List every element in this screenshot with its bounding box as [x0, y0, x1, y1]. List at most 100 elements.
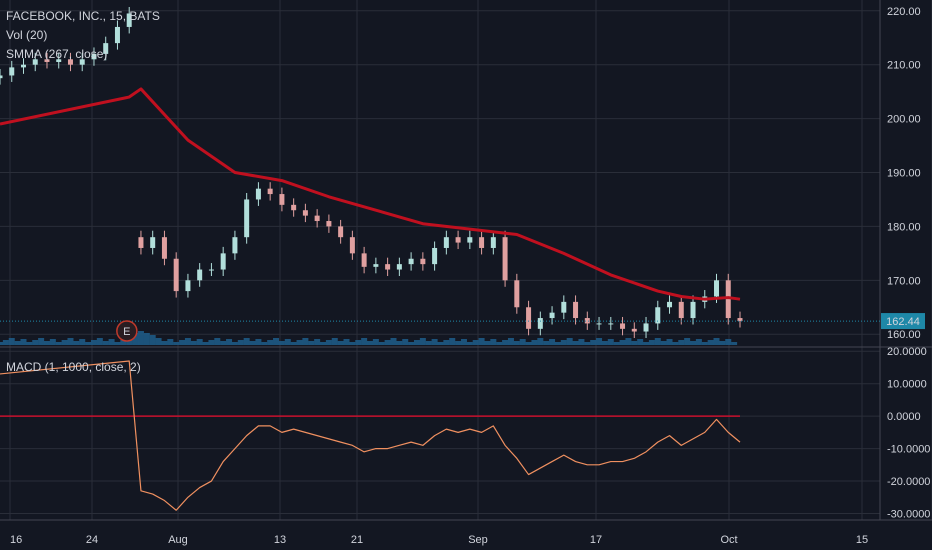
- macd-axis-tick-label: -30.0000: [887, 509, 930, 521]
- candle-body: [584, 318, 590, 324]
- volume-bar: [654, 338, 661, 345]
- volume-bar: [273, 338, 280, 345]
- volume-bar: [167, 339, 174, 345]
- candle-body: [9, 67, 15, 76]
- candle-body: [667, 301, 673, 308]
- price-axis-tick-label: 210.00: [887, 60, 921, 72]
- volume-bar: [120, 340, 127, 345]
- volume-bar: [484, 341, 491, 345]
- candle-body: [208, 269, 214, 271]
- candle-body: [326, 221, 332, 227]
- volume-bar: [631, 341, 638, 345]
- candle-body: [526, 307, 532, 329]
- volume-bar: [261, 342, 268, 345]
- volume-bar: [678, 340, 685, 345]
- volume-bar: [296, 340, 303, 345]
- volume-bar: [613, 342, 620, 345]
- volume-bar: [302, 338, 309, 345]
- time-axis-tick-label: Sep: [468, 534, 488, 546]
- volume-bar: [707, 340, 714, 345]
- volume-bar: [701, 342, 708, 345]
- volume-bar: [290, 342, 297, 345]
- volume-bar: [32, 340, 39, 345]
- volume-bar: [390, 338, 397, 345]
- volume-bar: [173, 342, 180, 345]
- candle-body: [44, 59, 50, 62]
- volume-bar: [537, 338, 544, 345]
- candle-body: [432, 247, 438, 265]
- volume-bar: [519, 339, 526, 345]
- macd-indicator-label: MACD (1, 1000, close, 2): [6, 360, 141, 374]
- volume-bar: [179, 340, 186, 345]
- volume-bar: [190, 341, 197, 345]
- volume-bar: [161, 341, 168, 345]
- volume-bar: [648, 340, 655, 345]
- volume-bar: [590, 340, 597, 345]
- volume-bar: [455, 341, 462, 345]
- volume-bar: [155, 338, 162, 345]
- volume-bar: [713, 338, 720, 345]
- candle-body: [561, 301, 567, 313]
- volume-bar: [531, 340, 538, 345]
- volume-bar: [220, 341, 227, 345]
- volume-bar: [425, 341, 432, 345]
- candle-body: [443, 237, 449, 248]
- candle-body: [420, 258, 426, 265]
- volume-bar: [349, 342, 356, 345]
- volume-bar: [466, 342, 473, 345]
- candle-body: [150, 237, 156, 248]
- candle-body: [302, 210, 308, 216]
- volume-bar: [443, 340, 450, 345]
- candle-body: [373, 264, 379, 267]
- volume-bar: [554, 342, 561, 345]
- candle-body: [455, 237, 461, 243]
- candle-body: [396, 264, 402, 270]
- volume-bar: [643, 342, 650, 345]
- volume-bar: [596, 338, 603, 345]
- time-axis-tick-label: Aug: [168, 534, 188, 546]
- volume-bar: [343, 339, 350, 345]
- volume-bar: [378, 342, 385, 345]
- volume-bar: [525, 342, 532, 345]
- candle-body: [0, 75, 3, 79]
- candle-body: [173, 258, 179, 292]
- volume-bar: [43, 341, 50, 345]
- volume-bar: [14, 341, 21, 345]
- candle-body: [620, 323, 626, 329]
- candle-body: [678, 301, 684, 319]
- candle-body: [314, 215, 320, 222]
- volume-bar: [278, 341, 285, 345]
- volume-bar: [731, 342, 738, 345]
- volume-bar: [402, 339, 409, 345]
- volume-bar: [2, 340, 9, 345]
- volume-bar: [719, 341, 726, 345]
- volume-bar: [684, 338, 691, 345]
- candle-body: [596, 323, 602, 325]
- volume-bar: [149, 335, 156, 345]
- candle-body: [244, 199, 250, 238]
- candle-body: [514, 280, 520, 308]
- volume-bar: [560, 340, 567, 345]
- candle-body: [490, 237, 496, 248]
- volume-bar: [214, 338, 221, 345]
- volume-bar: [26, 342, 33, 345]
- macd-line: [0, 360, 741, 511]
- chart-title: FACEBOOK, INC., 15, BATS: [6, 9, 160, 23]
- volume-bar: [231, 342, 238, 345]
- volume-bar: [419, 338, 426, 345]
- time-axis-tick-label: Oct: [720, 534, 737, 546]
- volume-bar: [619, 340, 626, 345]
- candle-body: [608, 323, 614, 325]
- volume-bar: [690, 341, 697, 345]
- volume-bar: [20, 339, 27, 345]
- candle-body: [467, 237, 473, 243]
- volume-bar: [243, 338, 250, 345]
- price-axis-tick-label: 160.00: [887, 329, 921, 341]
- volume-bar: [284, 339, 291, 345]
- volume-bar: [314, 339, 321, 345]
- volume-bar: [666, 339, 673, 345]
- volume-bar: [637, 339, 644, 345]
- time-axis-tick-label: 16: [10, 534, 22, 546]
